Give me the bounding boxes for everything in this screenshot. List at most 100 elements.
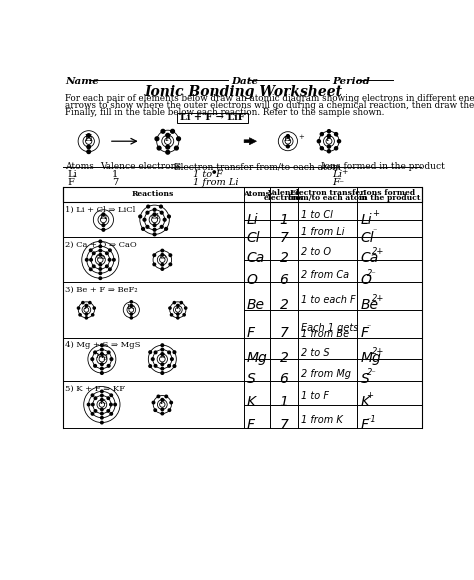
Text: Finally, fill in the table below each reaction. Refer to the sample shown.: Finally, fill in the table below each re…	[65, 108, 385, 117]
Circle shape	[102, 213, 105, 216]
Circle shape	[160, 211, 163, 214]
Circle shape	[153, 233, 156, 235]
Circle shape	[107, 351, 110, 354]
Text: -: -	[336, 133, 338, 141]
Circle shape	[153, 263, 155, 266]
Text: 2: 2	[280, 251, 289, 264]
Text: 2+: 2+	[373, 246, 385, 256]
Circle shape	[109, 403, 112, 406]
Circle shape	[177, 304, 179, 307]
Circle shape	[99, 272, 101, 274]
Circle shape	[165, 395, 167, 398]
Circle shape	[92, 252, 95, 255]
Circle shape	[143, 218, 146, 221]
Circle shape	[109, 249, 111, 252]
Circle shape	[153, 254, 155, 256]
Circle shape	[149, 351, 152, 353]
Text: F: F	[215, 170, 222, 179]
Circle shape	[154, 364, 157, 367]
Circle shape	[286, 145, 289, 148]
Text: Be: Be	[127, 303, 136, 311]
Circle shape	[153, 213, 156, 216]
Text: F: F	[164, 134, 171, 143]
Circle shape	[157, 395, 160, 398]
Text: Mg: Mg	[361, 351, 382, 365]
Text: Date: Date	[231, 77, 258, 85]
Text: Li: Li	[361, 213, 373, 227]
Text: +: +	[341, 168, 348, 176]
Circle shape	[100, 416, 103, 419]
Text: S: S	[160, 353, 165, 360]
Circle shape	[317, 140, 320, 143]
Circle shape	[173, 302, 175, 304]
Text: F: F	[326, 135, 332, 143]
Circle shape	[166, 150, 170, 154]
Circle shape	[90, 259, 92, 261]
Text: 2⁻: 2⁻	[366, 269, 376, 278]
Circle shape	[100, 353, 103, 356]
Text: 4) Mg + S ⇒ MgS: 4) Mg + S ⇒ MgS	[65, 342, 141, 349]
Circle shape	[147, 205, 150, 208]
Text: ⁻1: ⁻1	[366, 415, 376, 423]
Circle shape	[335, 147, 337, 150]
Circle shape	[90, 249, 92, 252]
Circle shape	[99, 263, 101, 266]
Circle shape	[177, 137, 181, 140]
Circle shape	[171, 314, 173, 316]
Circle shape	[161, 408, 164, 411]
Circle shape	[79, 314, 81, 316]
Text: 1) Li + Cl ⇒ LiCl: 1) Li + Cl ⇒ LiCl	[65, 206, 136, 214]
Circle shape	[99, 240, 101, 242]
Text: Ions formed in the product: Ions formed in the product	[321, 162, 445, 171]
Text: +: +	[298, 133, 304, 141]
Text: Ions formed: Ions formed	[364, 189, 416, 197]
Text: Ionic Bonding Worksheet: Ionic Bonding Worksheet	[144, 85, 342, 99]
Text: Be: Be	[247, 298, 265, 312]
Circle shape	[168, 364, 171, 367]
Circle shape	[85, 259, 88, 261]
Text: 2: 2	[280, 298, 289, 312]
Circle shape	[91, 403, 94, 406]
Circle shape	[94, 409, 97, 412]
Text: 5) K + F ⇒ KF: 5) K + F ⇒ KF	[65, 385, 126, 393]
Text: ⁻: ⁻	[338, 179, 343, 188]
Circle shape	[100, 421, 103, 424]
Circle shape	[163, 218, 166, 221]
Circle shape	[164, 227, 167, 230]
Text: 2⁻: 2⁻	[366, 368, 376, 378]
Text: Reactions: Reactions	[132, 190, 174, 198]
Circle shape	[161, 344, 164, 346]
Circle shape	[91, 358, 94, 360]
Text: F: F	[361, 418, 369, 433]
Text: +: +	[366, 391, 374, 400]
Circle shape	[85, 317, 88, 319]
Circle shape	[100, 394, 103, 397]
Circle shape	[107, 364, 110, 367]
Text: Name: Name	[65, 77, 100, 85]
Circle shape	[99, 253, 101, 256]
Text: ⁻: ⁻	[373, 227, 377, 235]
Circle shape	[183, 314, 185, 316]
Circle shape	[160, 226, 163, 228]
Text: 2+: 2+	[373, 347, 385, 356]
Circle shape	[161, 349, 164, 351]
Bar	[177, 113, 248, 123]
Circle shape	[106, 265, 108, 267]
Text: 7: 7	[280, 418, 289, 433]
Circle shape	[286, 135, 289, 137]
Circle shape	[171, 129, 174, 133]
Text: Ca: Ca	[361, 251, 379, 264]
Circle shape	[100, 349, 103, 351]
Circle shape	[154, 351, 157, 354]
Text: F: F	[67, 178, 74, 187]
Text: Be: Be	[361, 298, 379, 312]
Text: 1 to: 1 to	[192, 170, 215, 179]
Text: 2 from Ca: 2 from Ca	[301, 270, 349, 280]
Text: 1 to F: 1 to F	[301, 392, 329, 401]
Circle shape	[169, 254, 172, 256]
Circle shape	[157, 146, 161, 150]
Circle shape	[328, 150, 330, 153]
Circle shape	[87, 145, 91, 148]
Circle shape	[87, 403, 90, 406]
Circle shape	[213, 171, 215, 173]
